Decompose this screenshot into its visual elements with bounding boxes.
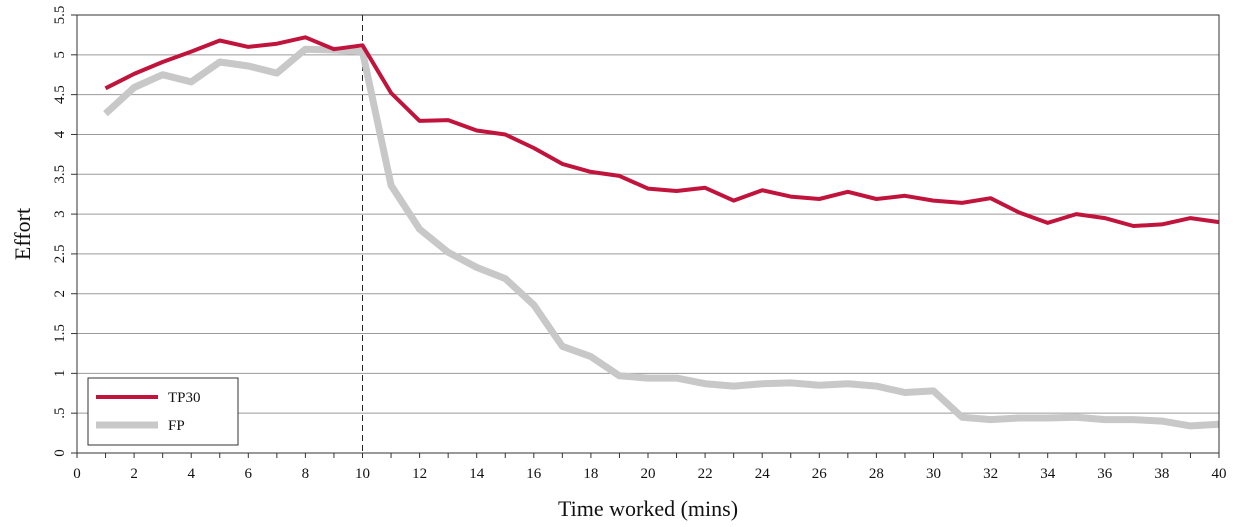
y-tick-label: 3.5 <box>52 165 68 184</box>
x-axis-title: Time worked (mins) <box>558 496 738 521</box>
x-tick-label: 20 <box>641 466 656 482</box>
y-tick-label: 2 <box>52 290 68 298</box>
legend-box <box>87 377 239 446</box>
x-tick-label: 2 <box>130 466 138 482</box>
x-tick-label: 22 <box>698 466 713 482</box>
y-tick-label: 0 <box>52 449 68 457</box>
x-tick-label: 30 <box>926 466 941 482</box>
series-lines <box>103 35 1220 430</box>
x-tick-label: 4 <box>187 466 195 482</box>
y-tick-label: .5 <box>52 408 68 419</box>
y-tick-label: 4.5 <box>52 85 68 104</box>
y-tick-label: 4 <box>52 130 68 138</box>
x-tick-label: 18 <box>583 466 598 482</box>
y-tick-label: 3 <box>52 210 68 218</box>
x-tick-label: 40 <box>1212 466 1227 482</box>
legend-label-fp: FP <box>168 418 185 434</box>
x-tick-label: 16 <box>526 466 542 482</box>
x-axis-ticks: 0 2 4 6 8 10 12 14 16 18 20 22 24 26 28 30 32 34 36 38 40 <box>73 453 1227 482</box>
x-tick-label: 8 <box>302 466 310 482</box>
x-tick-label: 32 <box>983 466 998 482</box>
y-tick-label: 2.5 <box>52 245 68 264</box>
plot-frame <box>76 14 1220 454</box>
x-tick-label: 14 <box>469 466 485 482</box>
x-tick-label: 12 <box>412 466 427 482</box>
x-tick-label: 24 <box>755 466 771 482</box>
y-axis-ticks: 0 .5 1 1.5 2 2.5 3 3.5 4 4.5 5 5.5 <box>52 6 77 457</box>
x-tick-label: 0 <box>73 466 81 482</box>
y-tick-label: 1.5 <box>52 324 68 343</box>
x-tick-label: 38 <box>1154 466 1169 482</box>
x-tick-label: 36 <box>1097 466 1113 482</box>
legend-label-tp30: TP30 <box>168 390 201 406</box>
x-tick-label: 10 <box>355 466 370 482</box>
y-axis-title: Effort <box>10 208 35 260</box>
y-tick-label: 5 <box>52 51 68 59</box>
series-line-fp <box>103 45 1220 430</box>
series-line-tp30 <box>104 35 1220 228</box>
x-tick-label: 6 <box>245 466 253 482</box>
gridlines <box>77 14 1219 454</box>
y-tick-label: 5.5 <box>52 6 68 25</box>
x-tick-label: 26 <box>812 466 828 482</box>
legend: TP30 FP <box>87 377 239 446</box>
y-tick-label: 1 <box>52 370 68 378</box>
x-tick-label: 34 <box>1040 466 1056 482</box>
x-tick-label: 28 <box>869 466 884 482</box>
